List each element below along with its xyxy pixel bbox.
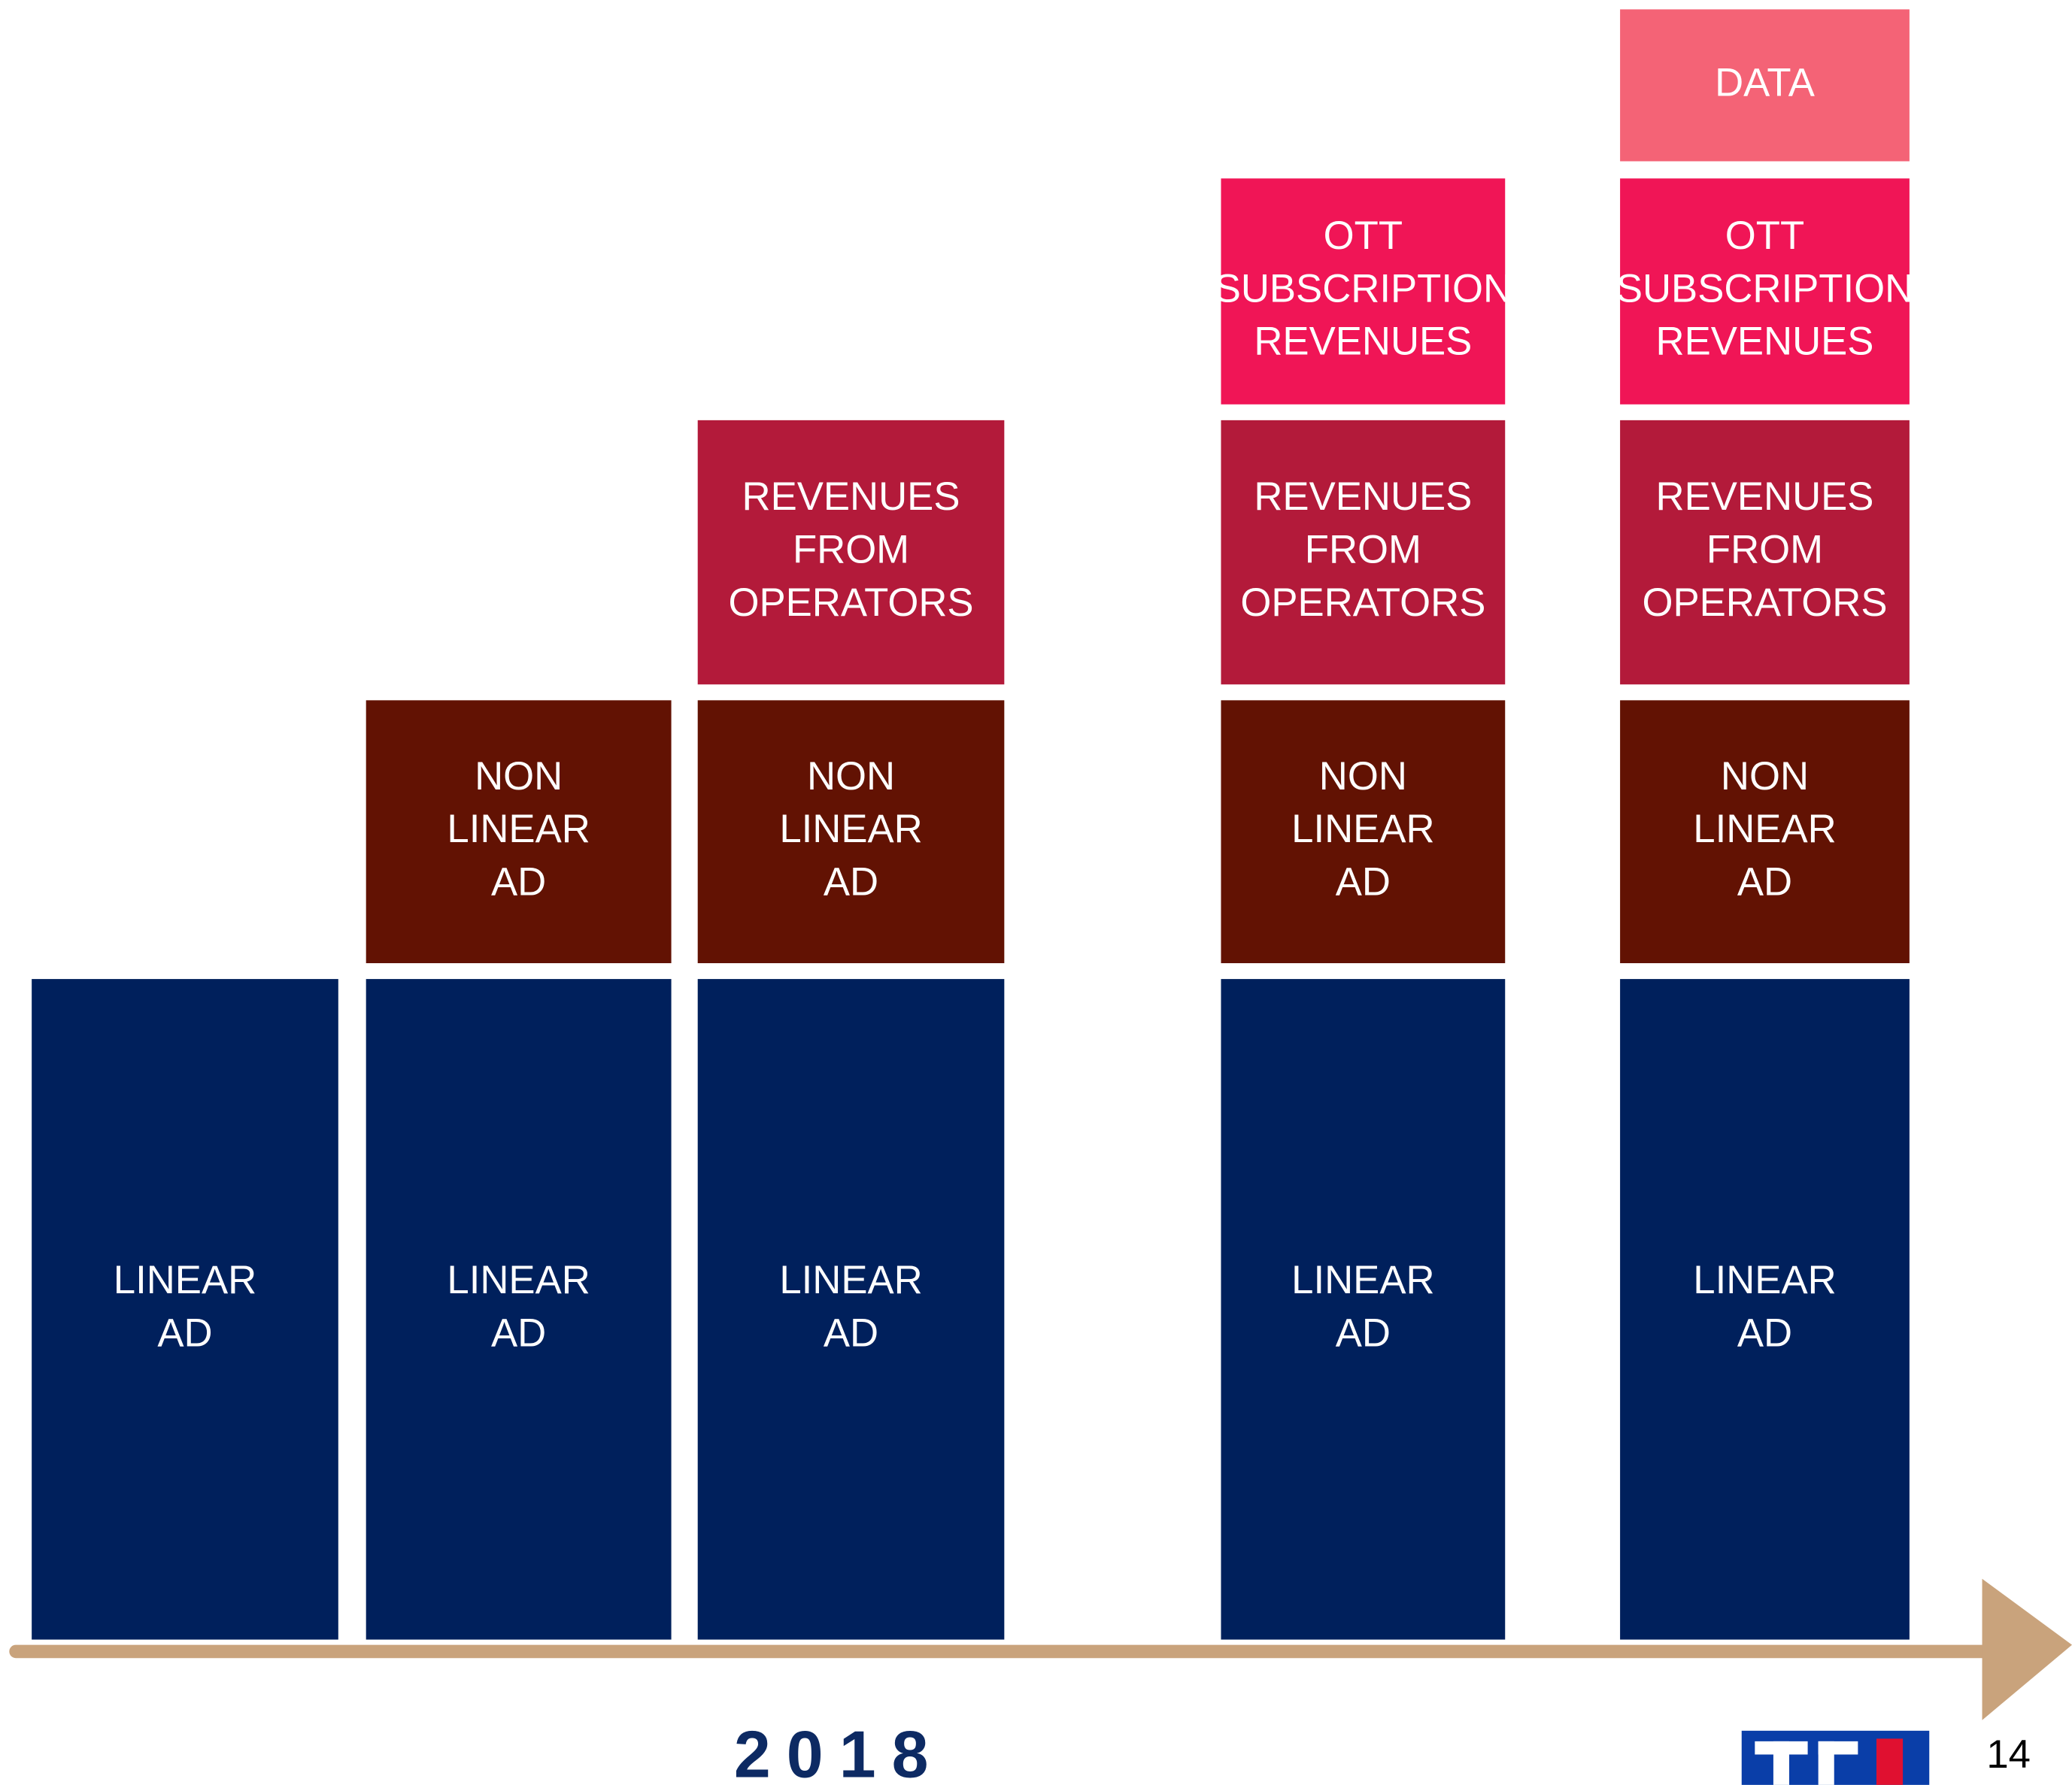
block-label: LINEAR (1291, 807, 1434, 851)
revenue-block (1221, 700, 1506, 964)
block-label: NON (1319, 754, 1407, 799)
block-label: SUBSCRIPTION (1616, 266, 1913, 311)
block-label: AD (1336, 859, 1391, 904)
block-label: FROM (1706, 527, 1823, 571)
tf1-logo (1741, 1730, 1930, 1785)
revenue-block (697, 979, 1005, 1640)
block-label: LINEAR (447, 807, 590, 851)
revenue-block (32, 979, 338, 1640)
block-label: NON (1721, 754, 1809, 799)
block-label: AD (1336, 1311, 1391, 1355)
page-number: 14 (1986, 1732, 2031, 1777)
block-label: LINEAR (779, 1258, 922, 1302)
block-label: OPERATORS (728, 580, 973, 625)
block-label: AD (491, 859, 546, 904)
revenue-block (366, 979, 672, 1640)
block-label: AD (824, 859, 878, 904)
revenue-block (697, 700, 1005, 964)
block-label: AD (1737, 1311, 1792, 1355)
revenue-block (1221, 178, 1506, 405)
block-label: LINEAR (447, 1258, 590, 1302)
year-label: 2018 (734, 1717, 945, 1785)
block-label: OPERATORS (1240, 580, 1485, 625)
timeline-arrowhead (1982, 1578, 2072, 1720)
block-label: AD (824, 1311, 878, 1355)
revenue-block (1620, 178, 1910, 405)
block-label: REVENUES (1656, 474, 1874, 519)
revenue-block (697, 420, 1005, 685)
block-label: NON (807, 754, 895, 799)
block-label: LINEAR (1693, 1258, 1836, 1302)
revenue-block (1620, 420, 1910, 685)
block-label: LINEAR (779, 807, 922, 851)
revenue-block (366, 700, 672, 964)
revenue-block (1620, 9, 1910, 162)
block-label: NON (475, 754, 563, 799)
block-label: SUBSCRIPTION (1215, 266, 1512, 311)
block-label: OTT (1324, 214, 1403, 258)
revenue-block (1221, 420, 1506, 685)
block-label: REVENUES (1254, 320, 1472, 364)
block-label: LINEAR (1693, 807, 1836, 851)
block-label: DATA (1715, 60, 1816, 105)
block-label: REVENUES (1656, 320, 1874, 364)
block-label: AD (491, 1311, 546, 1355)
block-label: REVENUES (742, 474, 960, 519)
revenue-block (1620, 979, 1910, 1640)
revenue-block (1620, 700, 1910, 964)
block-label: LINEAR (114, 1258, 256, 1302)
block-label: LINEAR (1291, 1258, 1434, 1302)
block-label: OTT (1725, 214, 1804, 258)
block-label: REVENUES (1254, 474, 1472, 519)
block-label: FROM (793, 527, 909, 571)
block-label: FROM (1305, 527, 1421, 571)
block-label: AD (1737, 859, 1792, 904)
block-label: OPERATORS (1642, 580, 1887, 625)
block-label: AD (157, 1311, 212, 1355)
revenue-block (1221, 979, 1506, 1640)
